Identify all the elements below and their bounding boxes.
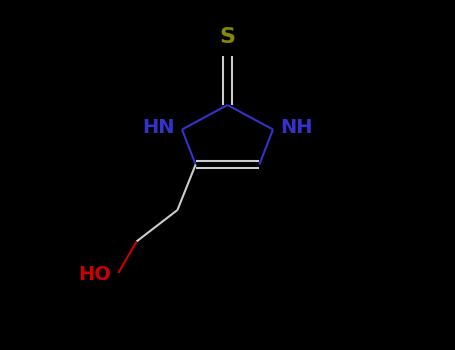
Text: S: S — [219, 27, 236, 47]
Text: NH: NH — [280, 118, 312, 137]
Text: HN: HN — [143, 118, 175, 137]
Text: HO: HO — [79, 265, 111, 284]
